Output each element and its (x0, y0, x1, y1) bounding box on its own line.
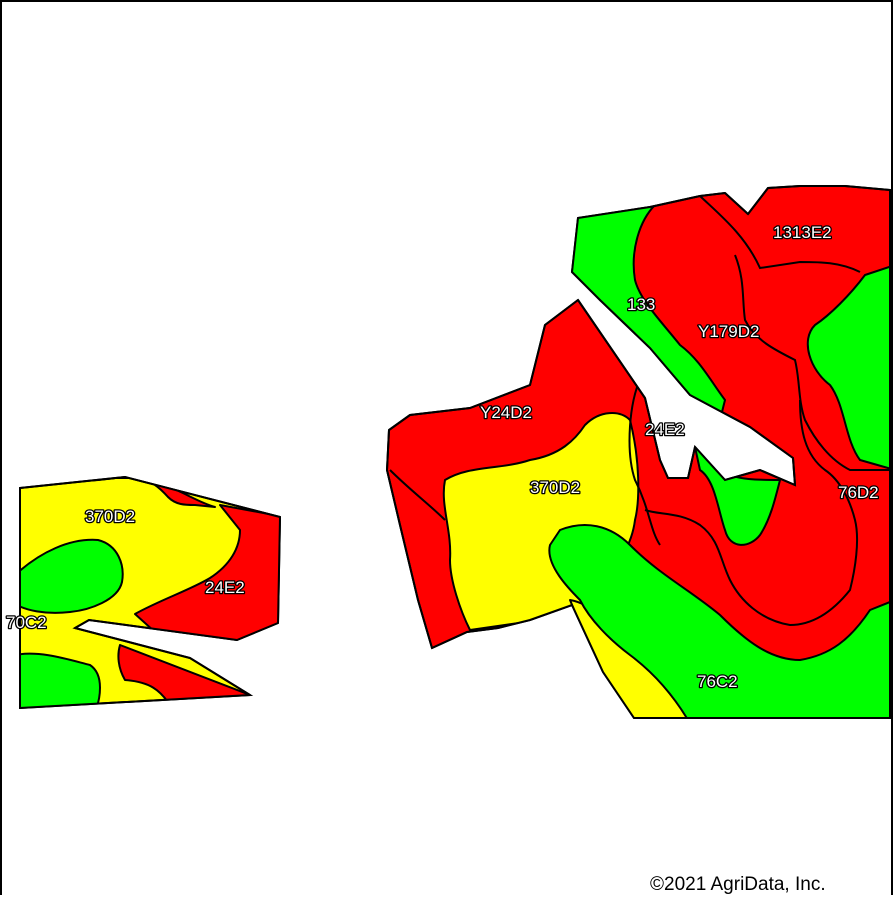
east-soil-green-right (806, 264, 890, 471)
label-east-Y24D2: Y24D2 (480, 403, 532, 422)
east-soil-boundary-band-2 (734, 254, 890, 471)
west-field (19, 475, 282, 710)
label-west-70C2: 70C2 (6, 613, 47, 632)
label-east-1313E2: 1313E2 (773, 223, 832, 242)
east-soil-boundary-red-west (389, 469, 446, 521)
east-soil-boundary-red-left (628, 379, 661, 546)
east-soil-76C2 (548, 524, 890, 718)
label-east-Y179D2: Y179D2 (698, 322, 759, 341)
west-soil-24E2 (134, 504, 280, 643)
east-soil-boundary-band (644, 399, 859, 627)
label-east-76C2: 76C2 (697, 672, 738, 691)
label-west-370D2: 370D2 (85, 507, 135, 526)
copyright-notice: ©2021 AgriData, Inc. (650, 874, 826, 895)
label-east-24E2: 24E2 (645, 420, 685, 439)
east-field (385, 185, 891, 719)
label-east-370D2: 370D2 (530, 478, 580, 497)
west-soil-green-center (20, 538, 124, 614)
label-east-76D2: 76D2 (838, 483, 879, 502)
east-soil-boundary-1313 (699, 195, 861, 273)
label-east-133: 133 (627, 295, 655, 314)
label-west-24E2: 24E2 (205, 578, 245, 597)
